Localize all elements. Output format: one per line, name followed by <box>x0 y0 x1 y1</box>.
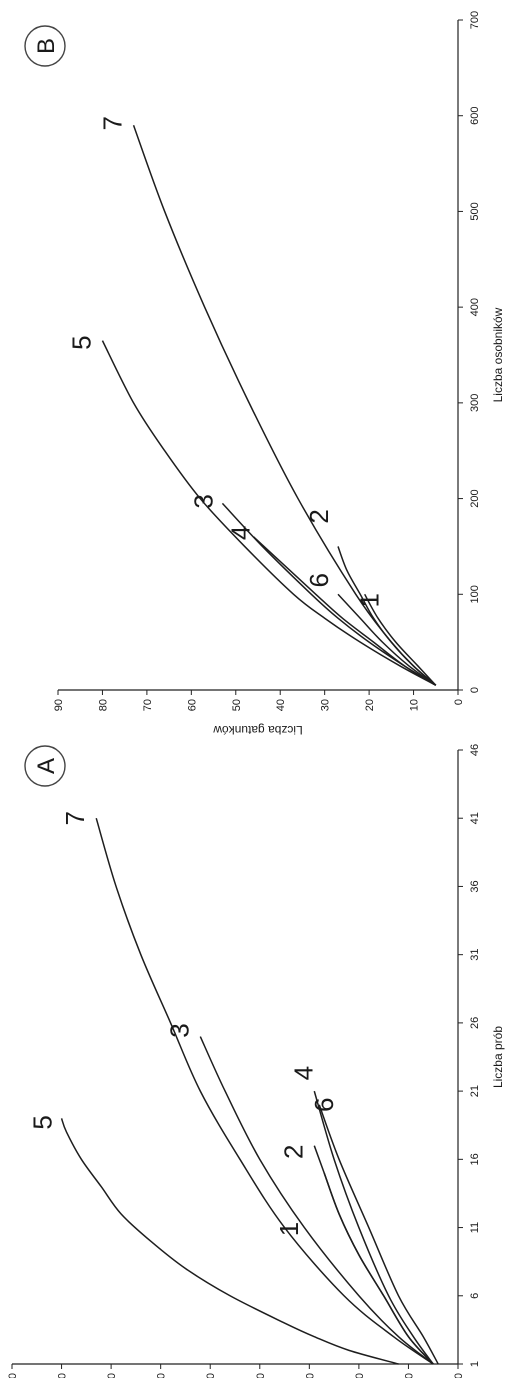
panel-letter-circle <box>24 25 66 67</box>
series-curve-1 <box>323 1172 434 1365</box>
panel-a: 1611162126313641460102030405060708090Lic… <box>7 744 505 1378</box>
series-label-3: 3 <box>164 1023 194 1037</box>
series-curve-4 <box>313 1090 434 1365</box>
x-tick-label: 100 <box>469 585 481 603</box>
series-curve-2 <box>337 546 437 686</box>
x-tick-label: 300 <box>469 394 481 412</box>
series-label-1: 1 <box>355 593 385 607</box>
series-curve-7 <box>132 125 437 686</box>
x-tick-label: 500 <box>469 202 481 220</box>
series-label-4: 4 <box>288 1066 318 1080</box>
y-tick-label: 70 <box>142 699 154 711</box>
series-label-5: 5 <box>66 335 96 349</box>
y-tick-label: 20 <box>364 699 376 711</box>
series-curve-4 <box>253 536 437 686</box>
x-axis-title: Liczba prób <box>491 1026 505 1088</box>
series-label-5: 5 <box>28 1115 58 1129</box>
series-label-6: 6 <box>309 1098 339 1112</box>
y-tick-label: 10 <box>403 1373 415 1378</box>
y-tick-label: 50 <box>231 699 243 711</box>
series-curve-5 <box>101 340 437 686</box>
x-tick-label: 200 <box>469 489 481 507</box>
series-curve-7 <box>95 818 434 1365</box>
x-tick-label: 400 <box>469 298 481 316</box>
x-tick-label: 46 <box>469 744 481 756</box>
x-tick-label: 6 <box>469 1293 481 1299</box>
y-tick-label: 80 <box>57 1373 69 1378</box>
x-tick-label: 21 <box>469 1085 481 1097</box>
y-tick-label: 70 <box>106 1373 118 1378</box>
y-tick-label: 0 <box>453 699 465 705</box>
x-tick-label: 600 <box>469 107 481 125</box>
y-axis-title: Liczba gatunków <box>213 723 303 737</box>
panel-letter-circle <box>24 745 66 787</box>
series-label-6: 6 <box>304 573 334 587</box>
panel-b: 0 100 200 300 400 500 600 700 0 10 20 30 40 50 60 70 80 9… <box>24 11 505 737</box>
y-tick-label: 80 <box>97 699 109 711</box>
x-axis-title: Liczba osobników <box>491 307 505 402</box>
series-label-2: 2 <box>304 509 334 523</box>
y-tick-label: 30 <box>320 699 332 711</box>
y-tick-label: 50 <box>205 1373 217 1378</box>
y-tick-label: 10 <box>409 699 421 711</box>
series-curve-2 <box>313 1145 434 1365</box>
series-curve-3 <box>199 1036 434 1365</box>
x-tick-label: 36 <box>469 880 481 892</box>
panel-letter: B <box>33 38 60 54</box>
y-tick-label: 60 <box>186 699 198 711</box>
y-tick-label: 30 <box>304 1373 316 1378</box>
series-curve-6 <box>318 1104 439 1365</box>
series-label-3: 3 <box>188 494 218 508</box>
panel-letter: A <box>33 758 60 774</box>
series-label-1: 1 <box>274 1222 304 1236</box>
x-tick-label: 16 <box>469 1153 481 1165</box>
series-label-4: 4 <box>226 526 256 540</box>
y-tick-label: 40 <box>255 1373 267 1378</box>
x-tick-label: 0 <box>469 687 481 693</box>
series-curve-1 <box>364 593 437 686</box>
x-tick-label: 700 <box>469 11 481 29</box>
y-tick-label: 90 <box>7 1373 19 1378</box>
series-curve-6 <box>337 593 437 686</box>
x-tick-label: 1 <box>469 1361 481 1367</box>
y-tick-label: 60 <box>156 1373 168 1378</box>
x-tick-label: 31 <box>469 949 481 961</box>
series-label-7: 7 <box>60 811 90 825</box>
series-label-2: 2 <box>278 1144 308 1158</box>
x-tick-label: 26 <box>469 1017 481 1029</box>
y-tick-label: 90 <box>53 699 65 711</box>
y-tick-label: 40 <box>275 699 287 711</box>
x-tick-label: 11 <box>469 1222 481 1233</box>
y-tick-label: 0 <box>453 1373 465 1378</box>
x-tick-label: 41 <box>469 812 481 824</box>
series-label-7: 7 <box>98 116 128 130</box>
y-tick-label: 20 <box>354 1373 366 1378</box>
series-curve-5 <box>60 1118 399 1365</box>
